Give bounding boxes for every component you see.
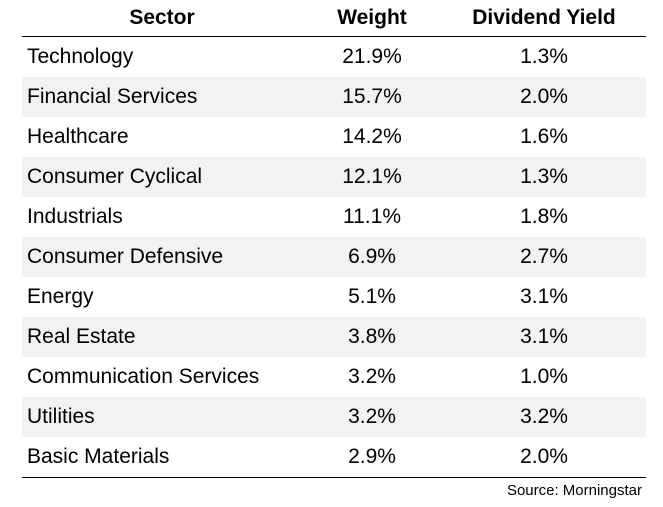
cell-dividend-yield: 2.7% xyxy=(520,245,568,268)
header-weight: Weight xyxy=(337,6,407,29)
cell-sector: Consumer Cyclical xyxy=(27,165,203,188)
cell-sector: Financial Services xyxy=(27,85,198,108)
cell-sector: Technology xyxy=(27,45,134,68)
cell-dividend-yield: 3.2% xyxy=(520,405,568,428)
cell-sector: Healthcare xyxy=(27,125,129,148)
cell-weight: 5.1% xyxy=(348,285,396,308)
header-dividend-yield: Dividend Yield xyxy=(472,6,616,29)
table-row: Technology 21.9% 1.3% xyxy=(22,37,646,77)
bottom-rule xyxy=(22,477,646,478)
table-row: Financial Services 15.7% 2.0% xyxy=(22,77,646,117)
table-row: Consumer Defensive 6.9% 2.7% xyxy=(22,237,646,277)
cell-sector: Basic Materials xyxy=(27,445,170,468)
cell-weight: 12.1% xyxy=(342,165,402,188)
cell-weight: 21.9% xyxy=(342,45,402,68)
table-row: Consumer Cyclical 12.1% 1.3% xyxy=(22,157,646,197)
cell-weight: 6.9% xyxy=(348,245,396,268)
cell-weight: 2.9% xyxy=(348,445,396,468)
cell-weight: 14.2% xyxy=(342,125,402,148)
cell-dividend-yield: 1.3% xyxy=(520,45,568,68)
table-row: Communication Services 3.2% 1.0% xyxy=(22,357,646,397)
table-row: Healthcare 14.2% 1.6% xyxy=(22,117,646,157)
cell-sector: Communication Services xyxy=(27,365,260,388)
cell-weight: 3.2% xyxy=(348,405,396,428)
cell-sector: Consumer Defensive xyxy=(27,245,224,268)
cell-dividend-yield: 2.0% xyxy=(520,85,568,108)
sector-table: Sector Weight Dividend Yield Technology 2… xyxy=(22,0,646,478)
cell-dividend-yield: 3.1% xyxy=(520,285,568,308)
table-header: Sector Weight Dividend Yield xyxy=(22,0,646,37)
cell-weight: 3.2% xyxy=(348,365,396,388)
cell-dividend-yield: 1.3% xyxy=(520,165,568,188)
cell-dividend-yield: 1.8% xyxy=(520,205,568,228)
cell-dividend-yield: 1.6% xyxy=(520,125,568,148)
cell-dividend-yield: 3.1% xyxy=(520,325,568,348)
table-row: Utilities 3.2% 3.2% xyxy=(22,397,646,437)
cell-weight: 11.1% xyxy=(343,205,401,228)
cell-sector: Industrials xyxy=(27,205,123,228)
table-row: Basic Materials 2.9% 2.0% xyxy=(22,437,646,477)
cell-sector: Real Estate xyxy=(27,325,136,348)
table-body: Technology 21.9% 1.3% Financial Services 15.… xyxy=(22,37,646,477)
cell-dividend-yield: 2.0% xyxy=(520,445,568,468)
cell-sector: Energy xyxy=(27,285,94,308)
header-sector: Sector xyxy=(129,6,195,29)
table-row: Industrials 11.1% 1.8% xyxy=(22,197,646,237)
cell-sector: Utilities xyxy=(27,405,95,428)
cell-weight: 15.7% xyxy=(342,85,402,108)
table-row: Energy 5.1% 3.1% xyxy=(22,277,646,317)
cell-weight: 3.8% xyxy=(348,325,396,348)
cell-dividend-yield: 1.0% xyxy=(520,365,568,388)
source-note: Source: Morningstar xyxy=(506,482,642,499)
table-row: Real Estate 3.8% 3.1% xyxy=(22,317,646,357)
